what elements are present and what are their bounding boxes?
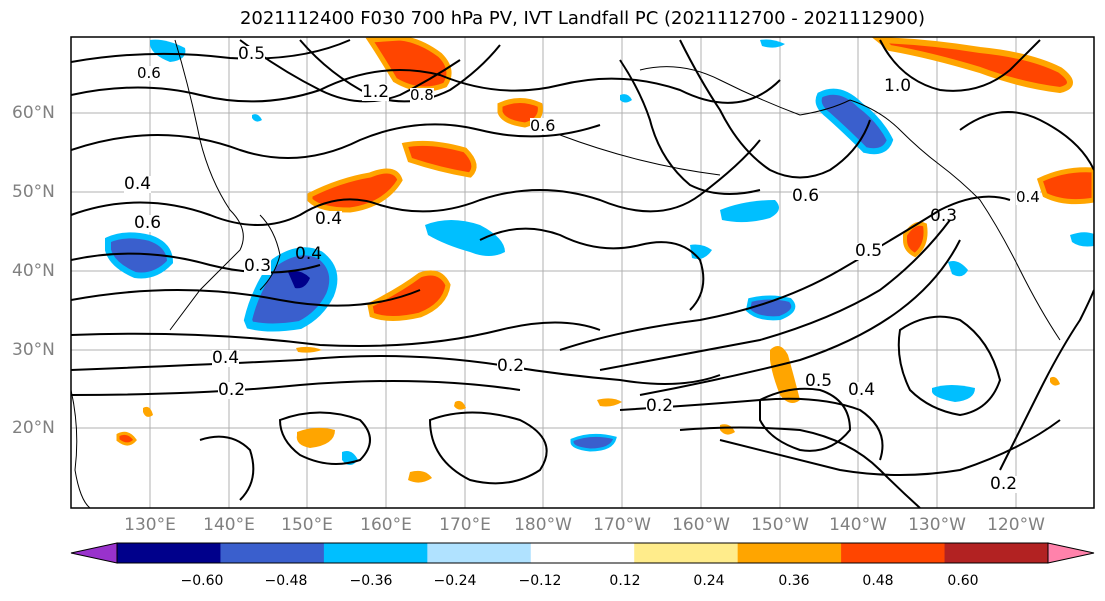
map-frame	[70, 36, 1095, 509]
colorbar-extend-left	[70, 542, 118, 564]
colorbar-extend-right	[1047, 542, 1095, 564]
coastlines	[71, 39, 1061, 508]
lat-label: 30°N	[12, 340, 55, 360]
colorbar-tick: 0.12	[609, 573, 641, 589]
colorbar-tick: −0.48	[264, 573, 308, 589]
lat-label: 40°N	[12, 261, 55, 281]
contour-label: 1.2	[362, 82, 390, 102]
colorbar-segment	[427, 543, 532, 563]
contour-label: 0.5	[238, 44, 266, 64]
lon-label: 160°W	[672, 515, 730, 535]
contour-label: 0.4	[848, 380, 876, 400]
lon-label: 130°W	[908, 515, 966, 535]
contour-label: 0.4	[1016, 188, 1040, 206]
contour-label: 0.6	[137, 64, 161, 82]
contour-label: 0.6	[134, 213, 162, 233]
map-plot-area	[71, 37, 1094, 508]
lon-label: 140°W	[829, 515, 887, 535]
contour-label: 0.4	[124, 174, 152, 194]
colorbar-segment	[323, 543, 428, 563]
contour-label: 0.4	[212, 348, 240, 368]
contour-label: 0.4	[315, 209, 343, 229]
lon-label: 160°E	[360, 515, 412, 535]
lon-label: 170°E	[439, 515, 491, 535]
contour-label: 0.2	[218, 380, 246, 400]
lon-label: 150°E	[281, 515, 333, 535]
contour-label: 0.6	[792, 186, 820, 206]
lat-label: 20°N	[12, 418, 55, 438]
colorbar-tick: 0.48	[862, 573, 894, 589]
colorbar-tick: 0.36	[778, 573, 810, 589]
colorbar-segment	[737, 543, 842, 563]
chart-title: 2021112400 F030 700 hPa PV, IVT Landfall…	[239, 8, 926, 29]
lon-label: 170°W	[593, 515, 651, 535]
lon-label: 180°W	[514, 515, 572, 535]
colorbar-segment	[944, 543, 1049, 563]
positive-anomaly-fills	[116, 37, 1094, 483]
lon-label: 150°W	[751, 515, 809, 535]
lon-label: 140°E	[203, 515, 255, 535]
colorbar-tick: −0.36	[349, 573, 393, 589]
contour-label: 0.2	[497, 356, 525, 376]
contour-label: 0.2	[646, 396, 674, 416]
colorbar-tick: −0.24	[433, 573, 477, 589]
contour-label: 0.6	[530, 116, 556, 135]
contour-label: 0.5	[855, 241, 883, 261]
lat-label: 60°N	[12, 103, 55, 123]
contour-label: 0.3	[244, 256, 272, 276]
colorbar-tick: −0.60	[180, 573, 224, 589]
map-background	[71, 37, 1094, 508]
lon-label: 120°W	[987, 515, 1045, 535]
colorbar	[70, 542, 1095, 564]
colorbar-segment	[530, 543, 635, 563]
colorbar-segment	[220, 543, 325, 563]
contour-label: 0.8	[410, 86, 434, 104]
contour-label: 0.4	[295, 244, 323, 264]
contour-label: 0.5	[805, 371, 833, 391]
colorbar-segment	[634, 543, 739, 563]
contour-label: 1.0	[884, 76, 912, 96]
contour-label: 0.2	[990, 474, 1018, 494]
lat-label: 50°N	[12, 182, 55, 202]
colorbar-tick: 0.24	[693, 573, 725, 589]
pv-contours	[71, 39, 1094, 508]
colorbar-border	[116, 542, 1049, 564]
contour-label: 0.3	[930, 206, 958, 226]
colorbar-tick: −0.12	[518, 573, 562, 589]
colorbar-segment	[841, 543, 946, 563]
negative-anomaly-fills	[105, 39, 1094, 465]
lon-label: 130°E	[124, 515, 176, 535]
colorbar-tick: 0.60	[947, 573, 979, 589]
colorbar-segment	[117, 543, 221, 563]
